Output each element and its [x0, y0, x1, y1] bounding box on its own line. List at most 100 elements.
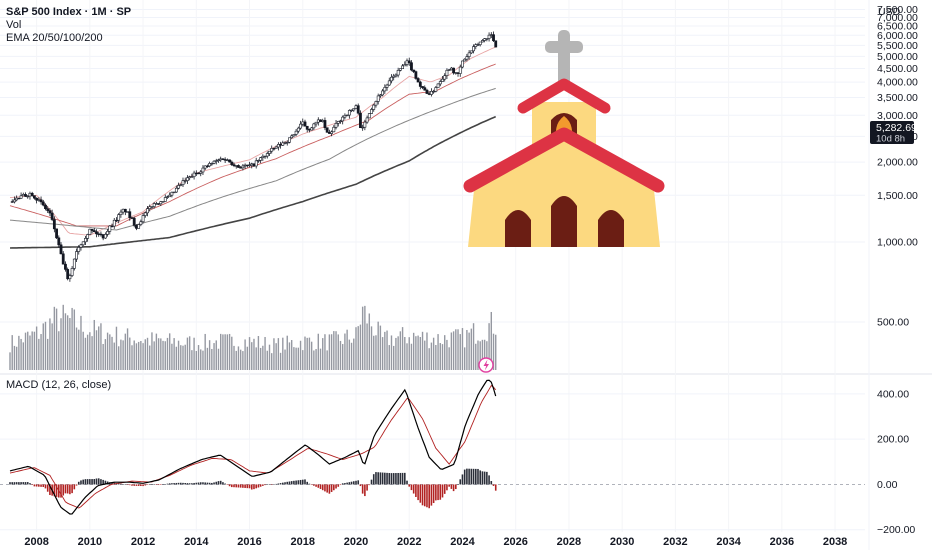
candle-body: [13, 199, 16, 203]
bar-countdown: 10d 8h: [876, 134, 905, 145]
volume-bar: [255, 347, 257, 370]
candle-body: [367, 113, 371, 119]
candle-body: [108, 225, 112, 232]
volume-bar: [47, 338, 49, 370]
candle-body: [472, 46, 475, 52]
candle-body: [75, 251, 78, 260]
volume-bar: [408, 337, 410, 370]
macd-histogram-bar: [195, 482, 198, 485]
volume-bar: [324, 334, 326, 370]
price-tick-label: 4,500.00: [877, 63, 918, 75]
candle-body: [170, 191, 174, 196]
candle-body: [177, 185, 180, 189]
candle-body: [15, 197, 19, 201]
macd-histogram-bar: [344, 483, 346, 485]
candle-body: [421, 86, 424, 88]
volume-bar: [162, 340, 164, 370]
candle-body: [37, 199, 41, 201]
volume-bar: [257, 336, 260, 370]
candle-body: [188, 176, 192, 179]
candle-body: [230, 161, 234, 165]
candle-body: [81, 241, 85, 246]
macd-histogram-bar: [179, 482, 182, 485]
volume-bar: [33, 331, 36, 370]
time-tick-label: 2026: [503, 536, 527, 548]
candle-body: [106, 231, 109, 235]
candle-body: [265, 153, 269, 157]
volume-bar: [15, 346, 18, 370]
candle-body: [234, 165, 238, 167]
volume-bar: [262, 345, 264, 370]
volume-bar: [75, 327, 78, 370]
ema-line: [9, 46, 496, 236]
macd-histogram-bar: [463, 469, 466, 485]
candle-body: [476, 44, 480, 46]
candle-body: [117, 214, 121, 221]
price-tick-label: 6,000.00: [877, 30, 918, 42]
macd-histogram-bar: [397, 472, 399, 485]
time-tick-label: 2028: [557, 536, 581, 548]
macd-histogram-bar: [140, 484, 142, 487]
candle-body: [50, 212, 54, 220]
candle-body: [248, 164, 251, 166]
macd-histogram-bar: [80, 480, 82, 485]
candle-body: [378, 94, 382, 97]
volume-bar: [288, 342, 291, 370]
candle-body: [314, 121, 318, 125]
macd-histogram-bar: [222, 482, 224, 485]
ema-lines: [9, 46, 497, 249]
price-tick-label: 1,500.00: [877, 190, 918, 202]
candle-body: [452, 67, 455, 74]
volume-bar: [211, 348, 213, 370]
lightning-icon[interactable]: [478, 357, 494, 373]
volume-bar: [483, 339, 486, 370]
volume-bar: [133, 340, 135, 370]
candle-body: [214, 160, 218, 162]
volume-bar: [359, 324, 362, 370]
macd-histogram-bar: [490, 481, 493, 485]
symbol-title[interactable]: S&P 500 Index · 1M · SP: [6, 6, 132, 18]
volume-bar: [475, 343, 477, 370]
volume-bar: [339, 340, 342, 370]
volume-bar: [390, 335, 393, 370]
candle-body: [356, 105, 360, 114]
volume-bar: [322, 338, 324, 370]
volume-bar: [231, 336, 233, 370]
ema-legend[interactable]: EMA 20/50/100/200: [6, 32, 103, 44]
macd-histogram-bar: [193, 482, 195, 485]
volume-bar: [439, 343, 441, 370]
volume-bar: [182, 345, 184, 370]
macd-histogram-bar: [62, 484, 65, 496]
macd-histogram-bar: [250, 484, 253, 490]
volume-bar: [306, 337, 308, 370]
volume-bar: [384, 331, 386, 370]
macd-histogram-bar: [191, 483, 193, 485]
macd-histogram-bar: [481, 471, 484, 485]
candle-body: [427, 93, 431, 95]
macd-histogram-bar: [257, 484, 260, 488]
macd-legend[interactable]: MACD (12, 26, close): [6, 379, 112, 391]
volume-bar: [95, 330, 98, 370]
macd-histogram-bar: [417, 484, 419, 501]
volume-legend[interactable]: Vol: [6, 19, 22, 31]
macd-histogram-bar: [264, 484, 266, 486]
candle-body: [161, 201, 165, 203]
volume-bar: [248, 337, 251, 370]
macd-histogram-bar: [282, 482, 284, 485]
macd-histogram-bar: [488, 475, 490, 485]
volume-bar: [204, 333, 206, 370]
macd-histogram-bar: [120, 483, 122, 485]
volume-bar: [71, 307, 73, 370]
volume-bar: [222, 334, 224, 370]
volume-bar: [377, 321, 379, 370]
macd-histogram-bar: [403, 472, 406, 485]
signal-line: [9, 384, 497, 509]
volume-bar: [155, 333, 158, 370]
volume-bar: [284, 349, 286, 370]
volume-bar: [430, 342, 433, 370]
macd-tick-label: 0.00: [877, 479, 898, 491]
macd-histogram-bar: [199, 482, 202, 485]
time-tick-label: 2032: [663, 536, 687, 548]
